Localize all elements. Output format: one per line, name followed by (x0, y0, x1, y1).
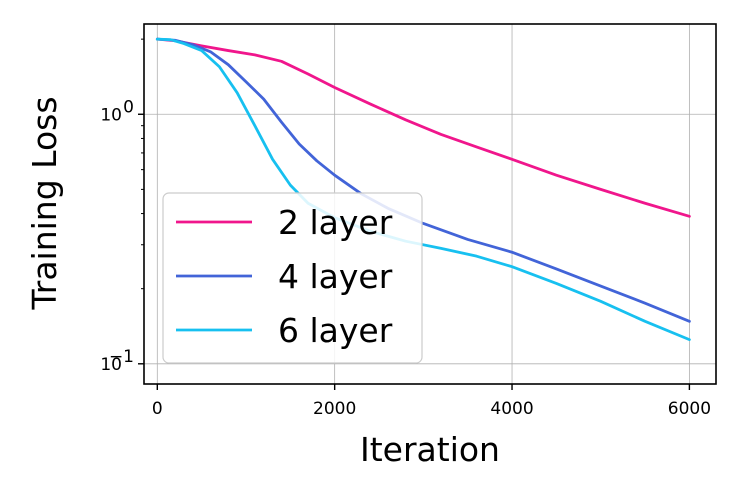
grid (144, 24, 716, 384)
legend-label-1: 2 layer (278, 203, 393, 242)
y-tick-label: 10 (100, 355, 122, 375)
plot-frame (143, 23, 717, 385)
legend-label-2: 4 layer (278, 257, 393, 296)
legend: 2 layer 4 layer 6 layer (162, 192, 423, 364)
x-axis-label: Iteration (360, 430, 500, 469)
x-tick-label: 6000 (668, 399, 711, 419)
series-line-1 (155, 37, 691, 218)
y-tick-label: 10 (100, 105, 122, 125)
x-tick-label: 0 (152, 399, 163, 419)
x-tick-label: 4000 (490, 399, 533, 419)
y-tick-exponent: −1 (109, 347, 134, 367)
legend-label-3: 6 layer (278, 311, 393, 350)
y-tick-exponent: 0 (123, 97, 134, 117)
legend-box (162, 192, 423, 364)
series-line-2 (155, 37, 691, 323)
x-tick-label: 2000 (313, 399, 356, 419)
y-axis-label: Training Loss (25, 96, 64, 310)
